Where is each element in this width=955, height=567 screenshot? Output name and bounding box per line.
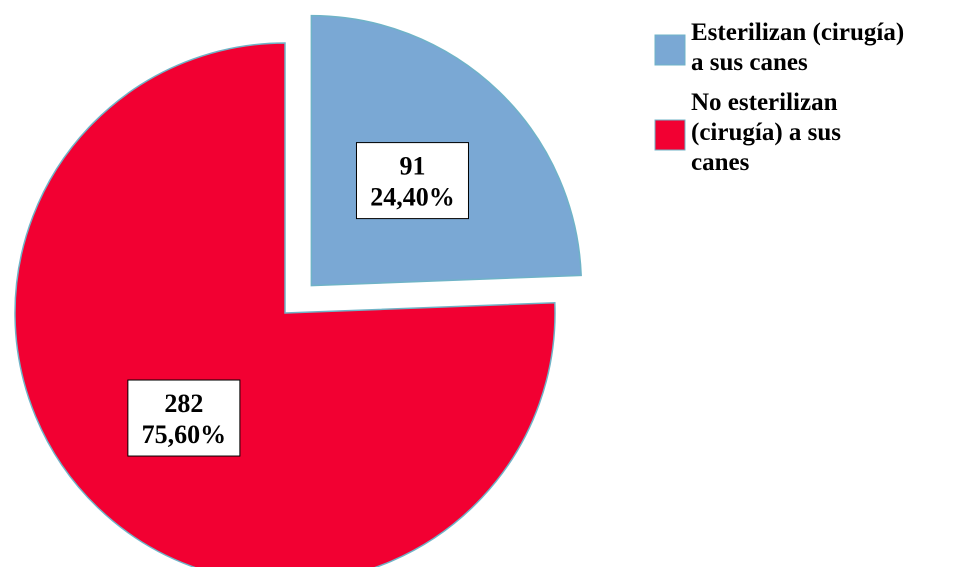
legend-label-0-line-1: a sus canes	[691, 49, 808, 76]
pie-slices	[14, 14, 582, 567]
data-label-percent-0: 24,40%	[370, 183, 455, 212]
legend-label-1-line-2: canes	[691, 149, 750, 176]
legend-swatch-0	[654, 34, 686, 66]
data-label-percent-1: 75,60%	[142, 420, 227, 449]
data-label-box-1	[127, 379, 241, 457]
data-label-value-1: 282	[164, 389, 203, 418]
legend-entry-1: No esterilizan (cirugía) a sus canes	[654, 89, 841, 176]
legend: Esterilizan (cirugía) a sus canes No ester…	[654, 19, 904, 176]
data-label-box-0	[355, 142, 469, 220]
legend-swatch-1	[654, 119, 686, 151]
legend-entry-0: Esterilizan (cirugía) a sus canes	[654, 19, 904, 76]
legend-label-1-line-0: No esterilizan	[691, 89, 838, 116]
data-label-value-0: 91	[399, 152, 425, 181]
legend-label-0-line-0: Esterilizan (cirugía)	[691, 19, 904, 46]
legend-label-1-line-1: (cirugía) a sus	[691, 119, 841, 146]
